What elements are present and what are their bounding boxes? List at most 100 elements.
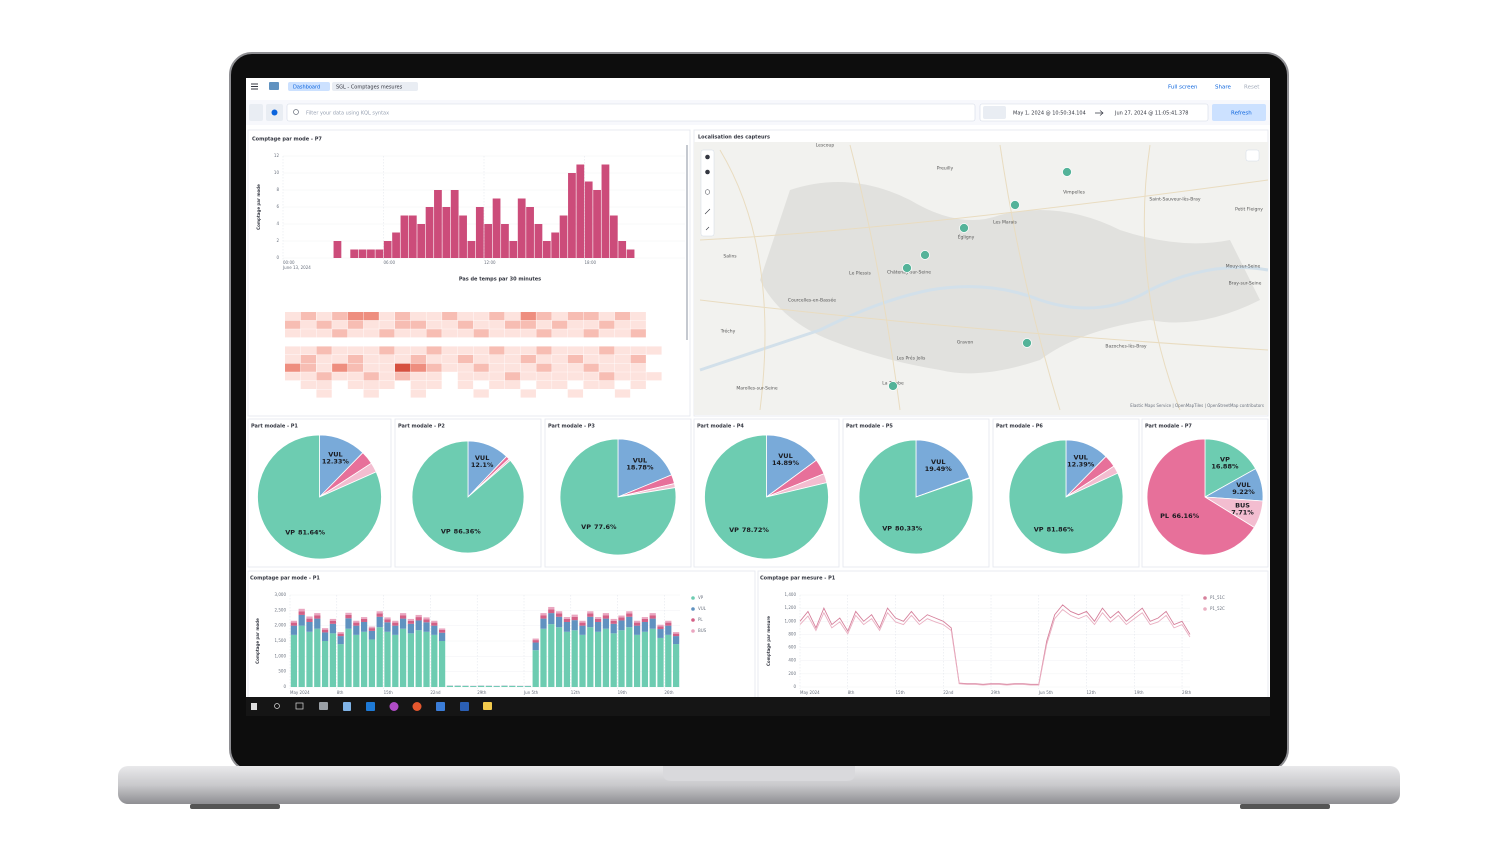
refresh-label[interactable]: Refresh (1231, 111, 1252, 117)
heatmap-cell (520, 355, 536, 364)
legend-label[interactable]: BUS (698, 628, 707, 633)
pie-category-label: VP (441, 528, 451, 536)
pie-slice (559, 438, 677, 556)
heatmap-cell (285, 355, 301, 364)
bar-segment (649, 613, 656, 616)
search-input[interactable] (286, 103, 976, 122)
bar-segment (376, 627, 383, 687)
breadcrumb[interactable]: Dashboard (293, 85, 320, 91)
menu-icon[interactable] (251, 83, 258, 90)
bar-segment (321, 629, 329, 633)
legend-label[interactable]: PL (698, 617, 703, 622)
panel-title: Comptage par mode - P1 (250, 576, 320, 582)
legend-label[interactable]: P1_51C (1210, 595, 1225, 600)
bar (534, 224, 543, 258)
heatmap-cell (410, 320, 426, 329)
bar-segment (345, 618, 352, 629)
app-icon[interactable] (460, 702, 469, 711)
reset-link[interactable]: Reset (1244, 85, 1260, 91)
legend-label[interactable]: P1_52C (1210, 606, 1225, 611)
app-icon[interactable] (412, 702, 422, 711)
app-logo[interactable] (269, 82, 279, 90)
app-icon[interactable] (343, 702, 351, 711)
bar-segment (399, 618, 407, 629)
heatmap-cell (567, 337, 584, 346)
heatmap-cell (520, 389, 536, 398)
filter-button[interactable] (249, 104, 263, 121)
heatmap-cell (442, 380, 458, 389)
sensor-marker[interactable] (1010, 200, 1020, 210)
sensor-marker[interactable] (959, 223, 969, 233)
pie-slice (1204, 438, 1257, 498)
app-icon[interactable] (483, 702, 492, 710)
heatmap-cell (363, 320, 379, 329)
heatmap-cell (379, 346, 395, 355)
bar-segment (610, 623, 617, 634)
bar-segment (353, 625, 360, 635)
draw-tools[interactable] (704, 208, 711, 231)
sensor-marker[interactable] (902, 263, 912, 273)
x-tick-label: 00:00 (283, 260, 295, 265)
layer-control[interactable] (1245, 149, 1260, 162)
heatmap-cell (347, 320, 364, 329)
date-picker[interactable] (979, 103, 1209, 122)
start-button[interactable] (251, 703, 257, 710)
sensor-marker[interactable] (1062, 167, 1072, 177)
heatmap-cell (520, 380, 536, 389)
bar-segment (368, 630, 376, 640)
heatmap-cell (599, 329, 615, 338)
task-view[interactable] (295, 702, 304, 710)
time-to[interactable]: Jun 27, 2024 @ 11:05:41.378 (1114, 111, 1188, 117)
heatmap-cell (599, 337, 615, 346)
pie-value-label: 81.64% (298, 528, 326, 536)
sensor-marker[interactable] (920, 250, 930, 260)
app-icon[interactable] (319, 702, 328, 710)
app-icon[interactable] (366, 702, 375, 711)
app-icon[interactable] (436, 702, 445, 711)
zoom-in[interactable] (705, 154, 710, 160)
map-attribution: Elastic Maps Service | OpenMapTiles | Op… (1130, 403, 1264, 408)
full-screen-link[interactable]: Full screen (1168, 85, 1198, 91)
bar-segment (493, 686, 500, 687)
breadcrumb-bg[interactable] (288, 82, 330, 91)
bar-segment (329, 620, 337, 624)
heatmap-cell (394, 380, 411, 389)
map-controls[interactable] (700, 149, 715, 237)
heatmap-cell (567, 380, 584, 389)
search-button[interactable] (274, 703, 280, 709)
reset-view[interactable] (704, 189, 711, 195)
x-tick-label: 19th (618, 690, 628, 695)
heatmap-cell (599, 355, 615, 364)
heatmap-cell (473, 329, 489, 338)
heatmap-cell (300, 380, 317, 389)
heatmap-cell (300, 363, 317, 372)
sensor-marker[interactable] (1022, 338, 1032, 348)
heatmap-cell (489, 389, 505, 398)
bar-segment (368, 626, 376, 629)
heatmap-cell (394, 355, 411, 364)
bar-segment (321, 632, 329, 641)
app-icon[interactable] (389, 702, 399, 711)
heatmap-cell (520, 363, 536, 372)
heatmap-cell (457, 320, 474, 329)
bar-segment (602, 615, 610, 619)
share-link[interactable]: Share (1215, 85, 1231, 91)
heatmap-cell (536, 389, 552, 398)
bar-segment (633, 620, 641, 623)
quick-menu[interactable] (983, 106, 1006, 119)
heatmap-cell (457, 363, 474, 372)
bar (601, 164, 610, 258)
sensor-marker[interactable] (888, 381, 898, 391)
bar-segment (298, 608, 305, 612)
bar-segment (384, 617, 391, 620)
zoom-out[interactable] (705, 169, 710, 175)
refresh-button[interactable] (1212, 104, 1266, 121)
heatmap-cell (300, 389, 317, 398)
legend-label[interactable]: VP (698, 595, 704, 600)
foot (1240, 804, 1330, 809)
legend-label[interactable]: VUL (698, 606, 707, 611)
y-tick-label: 2 (276, 238, 279, 243)
pie-slice (411, 440, 525, 554)
bar-segment (672, 644, 680, 687)
time-from[interactable]: May 1, 2024 @ 10:50:34.104 (1013, 111, 1086, 117)
